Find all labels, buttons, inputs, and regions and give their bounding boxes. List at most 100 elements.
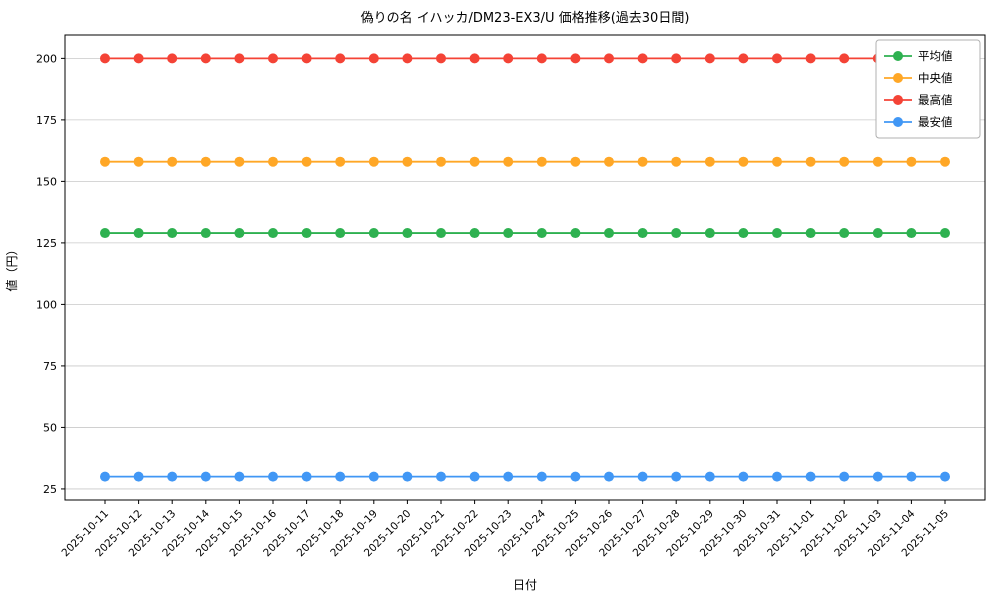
legend-marker-最安値	[893, 117, 903, 127]
series-marker-平均値	[671, 228, 682, 239]
series-marker-最安値	[167, 471, 178, 482]
series-marker-平均値	[805, 228, 816, 239]
series-marker-中央値	[906, 156, 917, 167]
series-marker-最高値	[604, 53, 614, 64]
series-marker-平均値	[604, 228, 614, 239]
series-marker-最安値	[436, 471, 446, 482]
series-marker-中央値	[637, 156, 648, 167]
series-marker-平均値	[772, 228, 782, 239]
y-tick-label: 200	[36, 52, 57, 65]
series-marker-平均値	[738, 228, 749, 239]
series-marker-最高値	[570, 53, 581, 64]
legend-marker-最高値	[893, 95, 903, 105]
series-marker-中央値	[268, 156, 278, 167]
series-marker-最安値	[671, 471, 682, 482]
series-marker-最安値	[805, 471, 816, 482]
series-marker-最安値	[839, 471, 850, 482]
series-marker-平均値	[268, 228, 278, 239]
series-marker-最安値	[637, 471, 648, 482]
series-marker-平均値	[301, 228, 312, 239]
series-marker-平均値	[839, 228, 850, 239]
series-marker-平均値	[368, 228, 379, 239]
series-marker-中央値	[671, 156, 682, 167]
series-marker-最安値	[570, 471, 581, 482]
series-marker-最安値	[503, 471, 514, 482]
series-marker-最高値	[335, 53, 346, 64]
series-marker-最安値	[301, 471, 312, 482]
series-marker-最安値	[469, 471, 480, 482]
legend-marker-平均値	[893, 51, 903, 61]
series-marker-最高値	[839, 53, 850, 64]
series-marker-中央値	[469, 156, 480, 167]
series-marker-最安値	[906, 471, 917, 482]
chart-title: 偽りの名 イハッカ/DM23-EX3/U 価格推移(過去30日間)	[361, 10, 690, 26]
series-marker-平均値	[234, 228, 245, 239]
series-marker-最高値	[436, 53, 446, 64]
series-marker-平均値	[335, 228, 346, 239]
series-marker-中央値	[570, 156, 581, 167]
series-marker-中央値	[872, 156, 883, 167]
series-marker-中央値	[100, 156, 110, 167]
legend-marker-中央値	[893, 73, 903, 83]
x-axis-label: 日付	[513, 578, 537, 592]
series-marker-中央値	[738, 156, 749, 167]
series-marker-最高値	[268, 53, 278, 64]
series-marker-最高値	[738, 53, 749, 64]
series-marker-中央値	[839, 156, 850, 167]
series-marker-最安値	[234, 471, 245, 482]
series-marker-最高値	[503, 53, 514, 64]
series-marker-最安値	[772, 471, 782, 482]
series-marker-平均値	[637, 228, 648, 239]
series-marker-平均値	[200, 228, 211, 239]
y-tick-label: 100	[36, 298, 57, 311]
series-marker-最高値	[469, 53, 480, 64]
series-marker-中央値	[536, 156, 547, 167]
series-marker-最高値	[234, 53, 245, 64]
series-marker-平均値	[402, 228, 413, 239]
series-marker-中央値	[503, 156, 514, 167]
series-marker-平均値	[906, 228, 917, 239]
series-marker-最安値	[940, 471, 950, 482]
y-tick-label: 125	[36, 237, 57, 250]
series-marker-最高値	[805, 53, 816, 64]
series-marker-中央値	[704, 156, 715, 167]
series-marker-最高値	[637, 53, 648, 64]
plot-area	[65, 35, 985, 500]
series-marker-中央値	[200, 156, 211, 167]
series-marker-最高値	[301, 53, 312, 64]
y-tick-label: 75	[43, 360, 57, 373]
series-marker-中央値	[772, 156, 782, 167]
series-marker-最安値	[200, 471, 211, 482]
series-marker-平均値	[469, 228, 480, 239]
series-marker-中央値	[234, 156, 245, 167]
series-marker-最高値	[167, 53, 178, 64]
y-axis-label: 値（円）	[4, 243, 19, 291]
y-tick-label: 25	[43, 483, 57, 496]
series-marker-平均値	[436, 228, 446, 239]
series-marker-最安値	[268, 471, 278, 482]
series-marker-中央値	[368, 156, 379, 167]
series-marker-中央値	[133, 156, 144, 167]
series-marker-最高値	[133, 53, 144, 64]
legend-box	[875, 39, 981, 139]
series-marker-平均値	[536, 228, 547, 239]
series-marker-中央値	[402, 156, 413, 167]
series-marker-平均値	[570, 228, 581, 239]
series-marker-中央値	[167, 156, 178, 167]
series-marker-中央値	[604, 156, 614, 167]
series-marker-最高値	[772, 53, 782, 64]
series-marker-平均値	[704, 228, 715, 239]
y-tick-label: 175	[36, 114, 57, 127]
series-marker-最高値	[671, 53, 682, 64]
series-marker-最安値	[704, 471, 715, 482]
series-marker-最安値	[738, 471, 749, 482]
series-marker-平均値	[133, 228, 144, 239]
series-marker-平均値	[872, 228, 883, 239]
series-marker-最安値	[536, 471, 547, 482]
series-marker-最高値	[100, 53, 110, 64]
y-tick-label: 50	[43, 421, 57, 434]
series-marker-平均値	[940, 228, 950, 239]
series-marker-最安値	[133, 471, 144, 482]
